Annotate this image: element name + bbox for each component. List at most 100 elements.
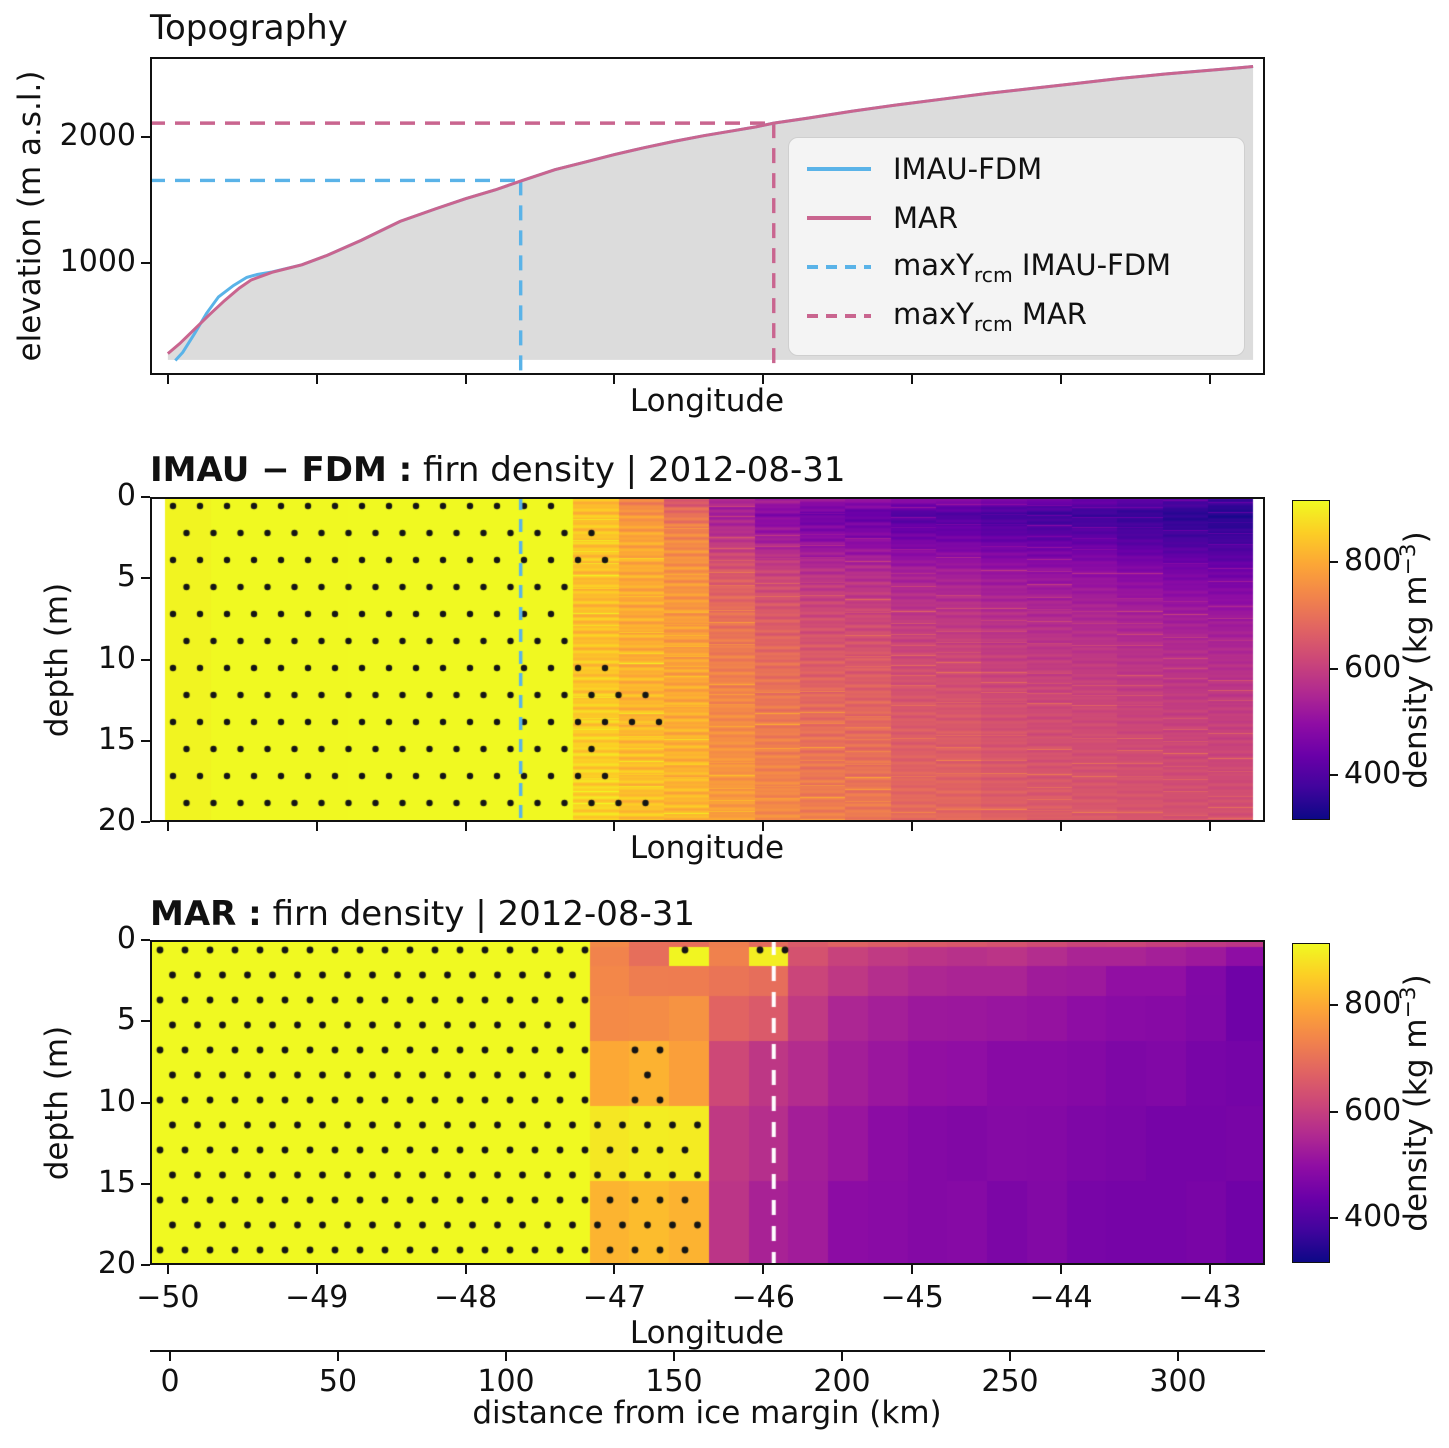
mar-elevation-line (166, 64, 1254, 355)
distance-tick (169, 1352, 171, 1361)
imau-heatmap-canvas (150, 497, 1265, 822)
imau-xtick (315, 822, 318, 831)
topo-ytick (141, 261, 150, 264)
mar-panel-title: MAR : firn density | 2012-08-31 (150, 894, 696, 934)
mar-ytick-label: 0 (116, 921, 136, 956)
colorbar-tick-label: 400 (1344, 1198, 1402, 1234)
legend-solid-line-sample (807, 216, 871, 220)
imau-xtick (166, 822, 169, 831)
mar-xtick (464, 1265, 467, 1274)
mar-xtick-label: −50 (136, 1280, 200, 1315)
colorbar-tick (1330, 1004, 1338, 1007)
mar-title-bold: MAR : (150, 894, 262, 934)
distance-axis-label: distance from ice margin (km) (472, 1395, 942, 1431)
imau-colorbar (1292, 500, 1330, 820)
topo-xtick (1208, 375, 1211, 384)
mar-xtick (1060, 1265, 1063, 1274)
legend-item-label: MAR (893, 201, 959, 235)
topo-ytick-label: 1000 (59, 243, 136, 279)
distance-axis-spine (150, 1350, 1265, 1352)
mar-xtick-label: −43 (1178, 1280, 1242, 1315)
imau-ytick-label: 5 (116, 559, 136, 595)
colorbar-tick (1330, 773, 1338, 776)
distance-tick-label: 0 (160, 1364, 180, 1399)
topo-ytick-label: 2000 (59, 117, 136, 153)
distance-tick (673, 1352, 675, 1361)
topography-title: Topography (150, 8, 348, 48)
topo-xtick (911, 375, 914, 384)
mar-xtick-label: −45 (880, 1280, 944, 1315)
topography-plot: IMAU-FDM MAR maxYrcm IMAU-FDM maxYrcm MAR (150, 57, 1265, 375)
topo-xtick (1060, 375, 1063, 384)
mar-ytick-label: 5 (116, 1002, 136, 1038)
imau-ytick (141, 577, 150, 580)
imau-xtick (613, 822, 616, 831)
distance-tick-label: 150 (645, 1364, 703, 1399)
imau-title-bold: IMAU − FDM : (150, 450, 413, 490)
colorbar-tick-label: 800 (1344, 543, 1402, 579)
imau-ytick-label: 15 (97, 721, 136, 757)
mar-xtick (315, 1265, 318, 1274)
imau-xtick (762, 822, 765, 831)
mar-xtick-label: −48 (433, 1280, 498, 1315)
legend-item: maxYrcm MAR (807, 296, 1087, 336)
mar-xtick-label: −49 (285, 1280, 349, 1315)
mar-xtick (613, 1265, 616, 1274)
imau-ytick-label: 0 (116, 478, 136, 513)
legend-item-label: maxYrcm MAR (893, 296, 1087, 336)
imau-ytick (141, 821, 150, 823)
imau-ytick-label: 10 (97, 640, 136, 676)
imau-ytick (141, 739, 150, 742)
mar-title-rest: firn density | 2012-08-31 (261, 894, 696, 934)
colorbar-tick-label: 600 (1344, 1092, 1402, 1128)
mar-colorbar (1292, 943, 1330, 1263)
imau-xtick (1060, 822, 1063, 831)
mar-xtick (762, 1265, 765, 1274)
mar-ytick (141, 939, 150, 941)
legend-item: MAR (807, 201, 958, 235)
imau-ytick-label: 20 (97, 803, 136, 838)
imau-panel-title: IMAU − FDM : firn density | 2012-08-31 (150, 450, 846, 490)
mar-ytick (141, 1101, 150, 1104)
imau-xtick (464, 822, 467, 831)
mar-ytick (141, 1020, 150, 1023)
distance-tick-label: 100 (477, 1364, 535, 1399)
topo-xtick (166, 375, 169, 384)
mar-ytick-label: 15 (97, 1164, 136, 1200)
distance-tick-label: 300 (1149, 1364, 1207, 1399)
legend-dashed-line-sample (807, 265, 871, 269)
imau-title-rest: firn density | 2012-08-31 (412, 450, 846, 490)
imau-ytick (141, 496, 150, 498)
mar-xtick-label: −47 (582, 1280, 647, 1315)
distance-tick-label: 200 (813, 1364, 871, 1399)
distance-tick (505, 1352, 507, 1361)
legend-item: IMAU-FDM (807, 152, 1042, 186)
colorbar-tick (1330, 1110, 1338, 1113)
topo-ytick (141, 135, 150, 138)
colorbar-tick-label: 400 (1344, 755, 1402, 791)
legend-box: IMAU-FDM MAR maxYrcm IMAU-FDM maxYrcm MAR (788, 137, 1245, 356)
mar-ytick-label: 20 (97, 1246, 136, 1281)
colorbar-tick (1330, 561, 1338, 564)
mar-ytick (141, 1182, 150, 1185)
distance-tick-label: 50 (318, 1364, 358, 1399)
legend-solid-line-sample (807, 167, 871, 171)
topo-xtick (613, 375, 616, 384)
mar-ytick (141, 1264, 150, 1266)
imau-xaxis-label: Longitude (629, 830, 785, 866)
imau-heatmap-plot (150, 497, 1265, 822)
mar-xtick (166, 1265, 169, 1274)
mar-xtick (1208, 1265, 1211, 1274)
distance-tick (1009, 1352, 1011, 1361)
imau-ytick (141, 658, 150, 661)
mar-xtick-label: −46 (731, 1280, 795, 1315)
legend-item: maxYrcm IMAU-FDM (807, 248, 1171, 286)
topo-xtick (315, 375, 318, 384)
mar-xtick (911, 1265, 914, 1274)
topo-xtick (464, 375, 467, 384)
distance-tick (841, 1352, 843, 1361)
topo-xaxis-label: Longitude (629, 383, 785, 419)
legend-item-label: IMAU-FDM (893, 152, 1043, 186)
mar-xtick-label: −44 (1029, 1280, 1093, 1315)
